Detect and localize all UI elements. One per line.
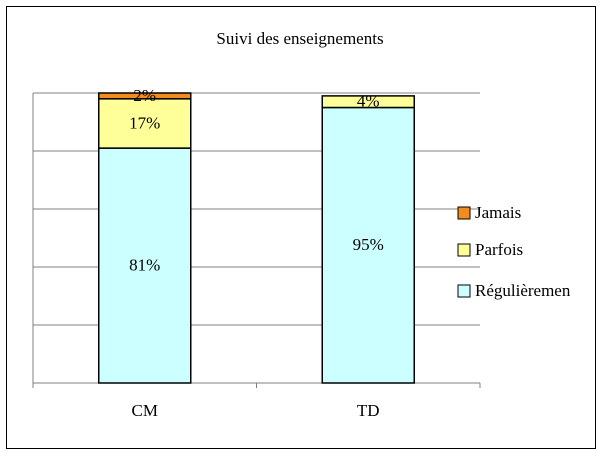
bar-segment xyxy=(321,106,415,384)
data-label: 17% xyxy=(129,113,160,132)
chart-title: Suivi des enseignements xyxy=(216,29,383,48)
chart-border xyxy=(6,6,596,449)
bar-segment xyxy=(98,92,192,100)
legend-label: Parfois xyxy=(475,240,523,259)
bar-segment xyxy=(98,147,192,384)
data-label: 81% xyxy=(129,255,160,274)
legend-label: Jamais xyxy=(475,203,521,222)
bar-segment xyxy=(98,98,192,149)
legend-swatch xyxy=(457,284,471,298)
data-label: 95% xyxy=(353,235,384,254)
legend-swatch xyxy=(457,206,471,220)
x-tick-label: CM xyxy=(132,401,158,420)
bar-segment xyxy=(321,95,415,109)
data-label: 2% xyxy=(133,86,156,105)
data-label: 4% xyxy=(357,92,380,111)
legend-label: Régulièremen xyxy=(475,281,571,300)
x-tick-label: TD xyxy=(357,401,380,420)
legend-swatch xyxy=(457,243,471,257)
